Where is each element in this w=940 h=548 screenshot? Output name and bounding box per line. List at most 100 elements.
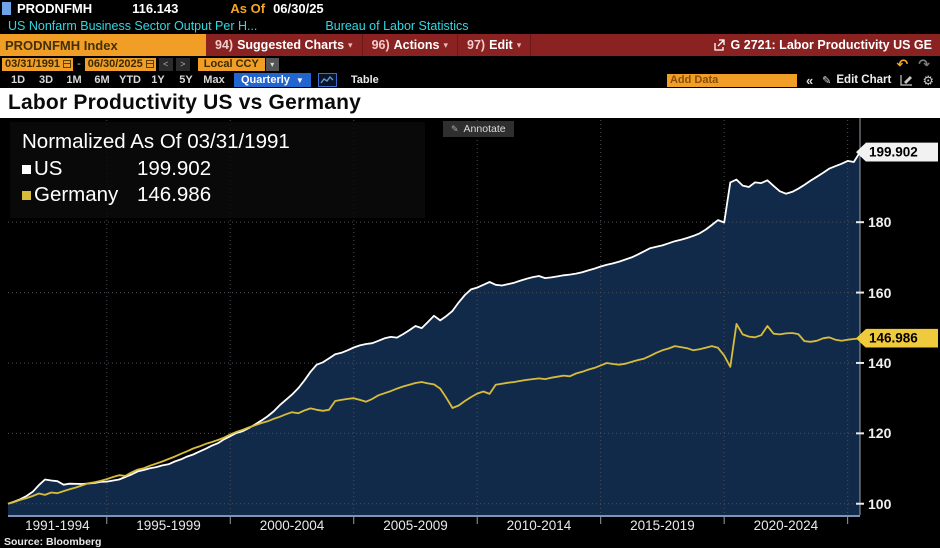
x-axis-tick-label: 2020-2024 [753,518,819,533]
pencil-icon[interactable]: ✎ [822,74,832,87]
menu-label: Edit [489,38,513,52]
as-of-date: 06/30/25 [273,1,324,16]
range-button-1m[interactable]: 1M [66,74,82,86]
series-name: US [34,157,63,180]
edit-menu[interactable]: 97) Edit ▾ [458,34,532,56]
line-chart-icon [320,75,334,83]
command-bar: PRODNFMH Index 94) Suggested Charts ▾ 96… [0,34,940,56]
series-value: 146.986 [137,183,212,206]
last-value-badge-germany: 146.986 [856,328,938,348]
legend-title: Normalized As Of 03/31/1991 [22,130,290,153]
pencil-icon: ✎ [451,123,459,134]
table-button[interactable]: Table [350,74,379,86]
security-ticker: PRODNFMH [17,1,93,16]
currency-caret-button[interactable]: ▾ [265,57,279,71]
periodicity-value: Quarterly [241,74,290,86]
chevron-down-icon: ▾ [516,39,522,50]
date-range-bar: 03/31/1991 - 06/30/2025 < > Local CCY ▾ … [0,56,940,72]
menu-label: Actions [393,38,440,52]
x-axis-tick-label: 2015-2019 [630,518,695,533]
chevron-down-icon: ▼ [295,75,304,85]
range-button-group: 1D 3D 1M 6M YTD 1Y 5Y Max [4,74,228,86]
redo-icon[interactable]: ↷ [918,56,930,72]
series-value: 199.902 [137,157,212,180]
step-back-button[interactable]: < [158,57,173,71]
date-to-value: 06/30/2025 [87,58,143,70]
range-button-3d[interactable]: 3D [38,74,54,86]
y-axis-tick-label: 160 [868,284,892,301]
annotate-button[interactable]: ✎ Annotate [443,121,514,137]
right-tools: Add Data « ✎ Edit Chart ⚙ [666,72,940,88]
security-header: PRODNFMH 116.143 As Of 06/30/25 [0,0,940,17]
menu-label: Suggested Charts [237,38,345,52]
chart-edit-icon[interactable] [900,74,913,86]
calendar-icon [63,60,72,68]
menu-number: 94) [215,38,234,52]
range-button-max[interactable]: Max [203,74,225,86]
as-of-label: As Of [230,1,266,16]
plot-canvas[interactable] [0,118,940,548]
x-axis-tick-label: 2005-2009 [383,518,448,533]
chart-legend: Normalized As Of 03/31/1991 US 199.902 G… [10,122,425,218]
y-axis-tick-label: 120 [868,425,892,442]
chart-toolbar: 1D 3D 1M 6M YTD 1Y 5Y Max Quarterly ▼ Table Add… [0,72,940,88]
menu-bar: 94) Suggested Charts ▾ 96) Actions ▾ 97)… [206,34,940,56]
chart-ref-label: G 2721: Labor Productivity US GE [730,38,932,52]
suggested-charts-menu[interactable]: 94) Suggested Charts ▾ [206,34,363,56]
last-value-badge-us: 199.902 [856,142,938,162]
calendar-icon [145,60,154,68]
germany-series-marker [22,190,31,200]
chevron-down-icon: ▾ [443,39,449,50]
series-line-germany [7,322,861,505]
data-source-org: Bureau of Labor Statistics [325,18,469,33]
ticker-input[interactable]: PRODNFMH Index [0,34,206,56]
periodicity-dropdown[interactable]: Quarterly ▼ [234,73,311,87]
actions-menu[interactable]: 96) Actions ▾ [363,34,459,56]
date-separator: - [77,58,81,70]
chart-area: Normalized As Of 03/31/1991 US 199.902 G… [0,118,940,548]
collapse-panel-icon[interactable]: « [805,72,814,88]
security-last-value: 116.143 [132,1,179,16]
title-bar: Labor Productivity US vs Germany [0,88,940,118]
date-from-field[interactable]: 03/31/1991 [2,57,74,71]
chart-type-button[interactable] [317,73,337,87]
y-axis-tick-label: 100 [868,495,892,512]
x-axis-tick-label: 2010-2014 [506,518,572,533]
range-button-ytd[interactable]: YTD [119,74,141,86]
chart-reference[interactable]: G 2721: Labor Productivity US GE [713,38,940,52]
y-axis-tick-label: 180 [868,214,892,231]
range-button-1y[interactable]: 1Y [151,74,165,86]
chevron-down-icon: ▾ [348,39,353,50]
series-name: Germany [34,183,119,206]
menu-number: 97) [467,38,486,52]
step-forward-button[interactable]: > [175,57,190,71]
range-button-1d[interactable]: 1D [10,74,26,86]
date-from-value: 03/31/1991 [5,58,61,70]
y-axis-tick-label: 140 [868,354,892,371]
area-fill [8,152,860,515]
security-description-row: US Nonfarm Business Sector Output Per H.… [0,17,940,34]
range-button-5y[interactable]: 5Y [179,74,193,86]
gear-icon[interactable]: ⚙ [922,72,934,88]
range-button-6m[interactable]: 6M [94,74,110,86]
undo-icon[interactable]: ↶ [896,56,909,72]
menu-number: 96) [371,38,390,52]
x-axis-tick-label: 1995-1999 [136,518,201,533]
add-data-input[interactable]: Add Data [666,73,797,87]
export-icon [713,39,725,51]
source-label: Source: Bloomberg [4,536,102,548]
date-to-field[interactable]: 06/30/2025 [84,57,156,71]
us-series-marker [22,164,31,174]
currency-select[interactable]: Local CCY [197,57,265,71]
undo-redo-group: ↶ ↷ [897,57,940,71]
annotate-label: Annotate [463,123,506,135]
x-axis-tick-label: 1991-1994 [25,518,90,533]
legend-item-germany[interactable]: Germany 146.986 [22,182,413,208]
security-description: US Nonfarm Business Sector Output Per H.… [8,18,258,33]
series-line-us [7,151,861,505]
terminal-cursor [2,2,11,15]
legend-item-us[interactable]: US 199.902 [22,156,413,182]
page-title: Labor Productivity US vs Germany [8,91,362,114]
edit-chart-button[interactable]: Edit Chart [836,74,892,86]
